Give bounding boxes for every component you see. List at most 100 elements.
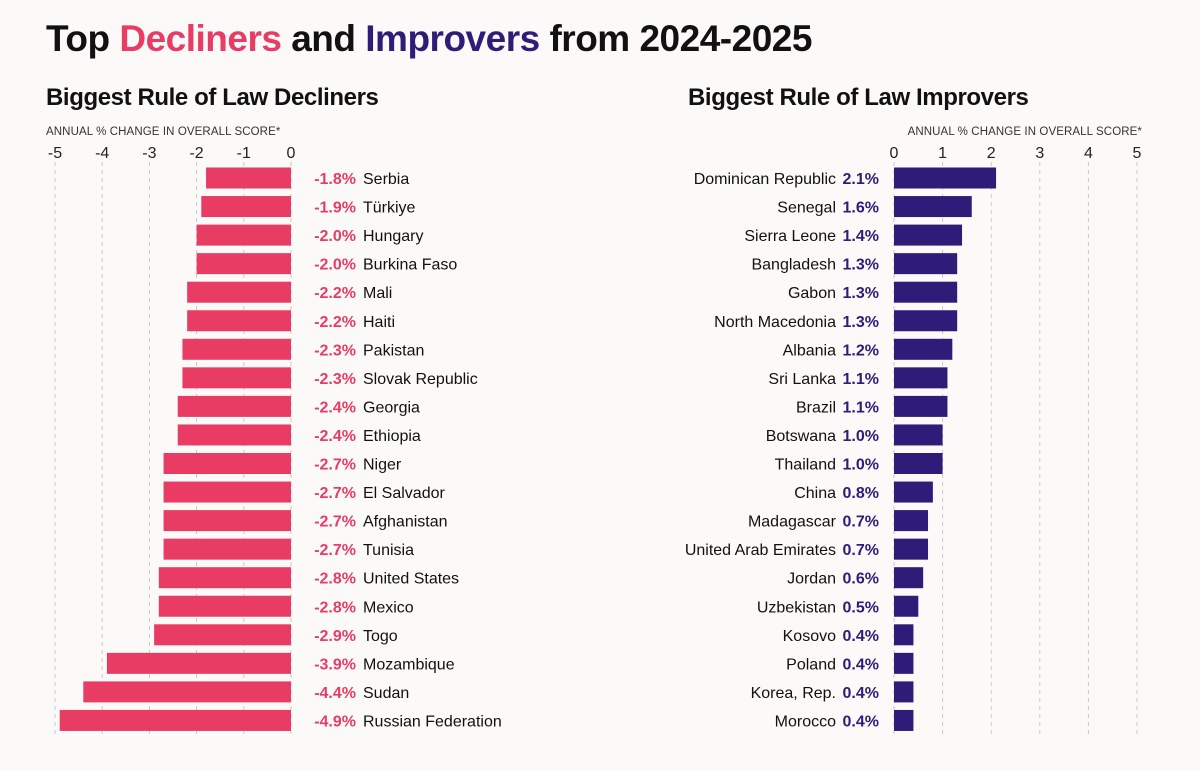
decliners-value-label: -2.0% [314, 257, 356, 274]
decliners-chart-title: Biggest Rule of Law Decliners [46, 84, 379, 111]
decliners-country-label: Russian Federation [363, 713, 502, 730]
decliners-country-label: United States [363, 571, 459, 588]
improvers-x-tick-label: 5 [1133, 145, 1142, 162]
improvers-country-label: Dominican Republic [694, 171, 836, 188]
improvers-bar [894, 167, 997, 189]
page-title: Top Decliners and Improvers from 2024-20… [46, 18, 812, 60]
improvers-country-label: Jordan [787, 571, 836, 588]
decliners-bar [182, 338, 291, 360]
decliners-value-label: -2.2% [314, 285, 356, 302]
improvers-x-tick-label: 0 [890, 145, 899, 162]
decliners-value-label: -4.9% [314, 713, 356, 730]
improvers-bar [894, 253, 958, 275]
decliners-country-label: Sudan [363, 685, 409, 702]
decliners-country-label: Slovak Republic [363, 371, 478, 388]
decliners-value-label: -2.4% [314, 428, 356, 445]
decliners-bar [206, 167, 291, 189]
decliners-value-label: -2.3% [314, 371, 356, 388]
improvers-country-label: Brazil [796, 399, 836, 416]
improvers-bar [894, 196, 972, 218]
decliners-bar [177, 424, 291, 446]
decliners-country-label: Türkiye [363, 200, 416, 217]
decliners-bar [187, 310, 291, 332]
decliners-bar [196, 224, 291, 246]
decliners-country-label: Haiti [363, 314, 395, 331]
improvers-value-label: 1.0% [843, 428, 879, 445]
decliners-value-label: -2.2% [314, 314, 356, 331]
improvers-value-label: 1.0% [843, 457, 879, 474]
improvers-bar [894, 538, 929, 560]
decliners-x-tick-label: -1 [237, 145, 251, 162]
decliners-bar [182, 367, 291, 389]
decliners-country-label: Togo [363, 628, 398, 645]
improvers-country-label: Senegal [777, 200, 836, 217]
decliners-value-label: -1.8% [314, 171, 356, 188]
decliners-bar [201, 196, 291, 218]
improvers-country-label: Albania [783, 342, 836, 359]
improvers-bar [894, 367, 948, 389]
improvers-bar [894, 681, 914, 703]
decliners-country-label: Pakistan [363, 342, 424, 359]
decliners-bar [83, 681, 291, 703]
improvers-bar [894, 709, 914, 731]
decliners-bar [158, 595, 291, 617]
improvers-bar [894, 395, 948, 417]
improvers-value-label: 1.1% [843, 399, 879, 416]
improvers-chart-title: Biggest Rule of Law Improvers [688, 84, 1029, 111]
decliners-value-label: -1.9% [314, 200, 356, 217]
decliners-country-label: Afghanistan [363, 514, 448, 531]
decliners-value-label: -2.8% [314, 571, 356, 588]
improvers-value-label: 0.5% [843, 599, 879, 616]
improvers-value-label: 0.4% [843, 628, 879, 645]
decliners-bar [187, 281, 291, 303]
improvers-country-label: China [794, 485, 836, 502]
improvers-x-tick-label: 3 [1035, 145, 1044, 162]
decliners-bar [196, 253, 291, 275]
improvers-value-label: 0.6% [843, 571, 879, 588]
decliners-country-label: Serbia [363, 171, 409, 188]
decliners-country-label: Ethiopia [363, 428, 421, 445]
decliners-value-label: -2.7% [314, 514, 356, 531]
improvers-value-label: 0.4% [843, 713, 879, 730]
improvers-value-label: 1.6% [843, 200, 879, 217]
decliners-bar [154, 624, 291, 646]
title-prefix: Top [46, 18, 120, 59]
improvers-bar [894, 652, 914, 674]
decliners-country-label: Hungary [363, 228, 423, 245]
decliners-country-label: Tunisia [363, 542, 414, 559]
improvers-bar [894, 310, 958, 332]
improvers-bar [894, 453, 943, 474]
title-improvers-word: Improvers [365, 18, 540, 59]
improvers-bar [894, 224, 963, 246]
decliners-bar [177, 395, 291, 417]
improvers-country-label: Kosovo [783, 628, 836, 645]
decliners-value-label: -4.4% [314, 685, 356, 702]
decliners-bar [158, 567, 291, 589]
title-suffix: from 2024-2025 [539, 18, 812, 59]
improvers-value-label: 0.4% [843, 656, 879, 673]
improvers-country-label: Sri Lanka [768, 371, 836, 388]
improvers-bar [894, 624, 914, 646]
decliners-country-label: Niger [363, 457, 402, 474]
improvers-country-label: Poland [786, 656, 836, 673]
improvers-country-label: United Arab Emirates [685, 542, 836, 559]
improvers-x-tick-label: 4 [1084, 145, 1093, 162]
improvers-value-label: 1.2% [843, 342, 879, 359]
decliners-country-label: Burkina Faso [363, 257, 457, 274]
improvers-x-tick-label: 2 [987, 145, 996, 162]
improvers-value-label: 1.3% [843, 257, 879, 274]
improvers-value-label: 0.8% [843, 485, 879, 502]
decliners-value-label: -2.9% [314, 628, 356, 645]
improvers-value-label: 0.4% [843, 685, 879, 702]
decliners-value-label: -3.9% [314, 656, 356, 673]
decliners-x-tick-label: 0 [287, 145, 296, 162]
decliners-bar [59, 709, 291, 731]
improvers-value-label: 1.3% [843, 314, 879, 331]
decliners-value-label: -2.8% [314, 599, 356, 616]
decliners-x-tick-label: -5 [48, 145, 62, 162]
improvers-value-label: 0.7% [843, 542, 879, 559]
improvers-country-label: Morocco [775, 713, 836, 730]
decliners-country-label: El Salvador [363, 485, 445, 502]
decliners-value-label: -2.7% [314, 457, 356, 474]
